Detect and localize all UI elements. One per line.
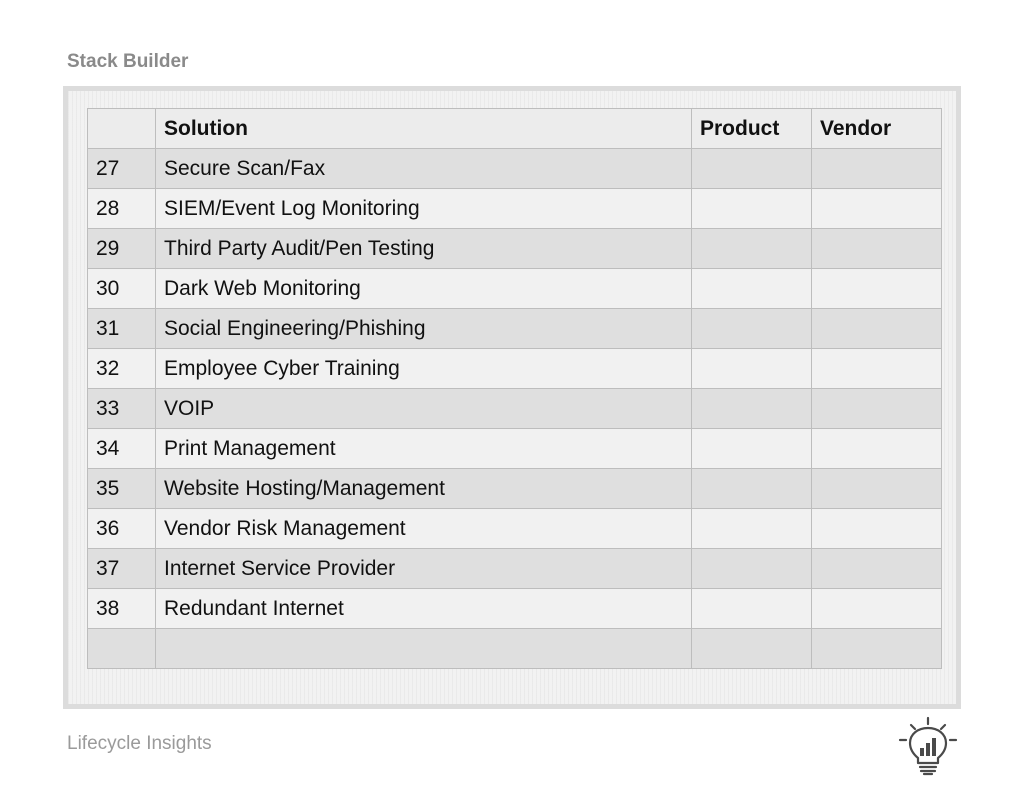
row-number: 38 (87, 588, 156, 629)
table-row: 31 Social Engineering/Phishing (87, 308, 942, 349)
product-cell[interactable] (691, 508, 812, 549)
vendor-cell[interactable] (811, 188, 942, 229)
product-cell[interactable] (691, 228, 812, 269)
vendor-cell[interactable] (811, 428, 942, 469)
vendor-cell[interactable] (811, 548, 942, 589)
table-row: 27 Secure Scan/Fax (87, 148, 942, 189)
footer-brand: Lifecycle Insights (67, 733, 212, 754)
vendor-cell[interactable] (811, 388, 942, 429)
product-cell[interactable] (691, 348, 812, 389)
vendor-cell[interactable] (811, 308, 942, 349)
table-row: 36 Vendor Risk Management (87, 508, 942, 549)
row-number: 33 (87, 388, 156, 429)
row-number: 27 (87, 148, 156, 189)
vendor-cell[interactable] (811, 588, 942, 629)
solution-cell: Website Hosting/Management (155, 468, 692, 509)
column-header-vendor: Vendor (811, 108, 942, 149)
vendor-cell[interactable] (811, 228, 942, 269)
product-cell[interactable] (691, 148, 812, 189)
vendor-cell[interactable] (811, 468, 942, 509)
column-header-number (87, 108, 156, 149)
row-number: 30 (87, 268, 156, 309)
page-title: Stack Builder (67, 51, 189, 72)
solution-cell: Third Party Audit/Pen Testing (155, 228, 692, 269)
solution-cell: Vendor Risk Management (155, 508, 692, 549)
row-number (87, 628, 156, 669)
row-number: 36 (87, 508, 156, 549)
product-cell[interactable] (691, 548, 812, 589)
vendor-cell[interactable] (811, 148, 942, 189)
solution-cell: Dark Web Monitoring (155, 268, 692, 309)
table-header-row: Solution Product Vendor (87, 108, 942, 149)
vendor-cell[interactable] (811, 348, 942, 389)
solution-cell: Employee Cyber Training (155, 348, 692, 389)
product-cell[interactable] (691, 388, 812, 429)
column-header-solution: Solution (155, 108, 692, 149)
stack-table: Solution Product Vendor 27 Secure Scan/F… (87, 108, 942, 669)
table-row (87, 628, 942, 669)
table-row: 32 Employee Cyber Training (87, 348, 942, 389)
lightbulb-chart-icon (898, 716, 958, 776)
product-cell[interactable] (691, 468, 812, 509)
solution-cell: Secure Scan/Fax (155, 148, 692, 189)
product-cell[interactable] (691, 188, 812, 229)
row-number: 28 (87, 188, 156, 229)
table-row: 29 Third Party Audit/Pen Testing (87, 228, 942, 269)
row-number: 32 (87, 348, 156, 389)
row-number: 37 (87, 548, 156, 589)
table-row: 33 VOIP (87, 388, 942, 429)
solution-cell: Redundant Internet (155, 588, 692, 629)
solution-cell: SIEM/Event Log Monitoring (155, 188, 692, 229)
vendor-cell[interactable] (811, 508, 942, 549)
table-row: 37 Internet Service Provider (87, 548, 942, 589)
table-row: 30 Dark Web Monitoring (87, 268, 942, 309)
row-number: 35 (87, 468, 156, 509)
product-cell[interactable] (691, 428, 812, 469)
solution-cell: Social Engineering/Phishing (155, 308, 692, 349)
solution-cell: Internet Service Provider (155, 548, 692, 589)
solution-cell (155, 628, 692, 669)
product-cell[interactable] (691, 588, 812, 629)
product-cell[interactable] (691, 308, 812, 349)
table-row: 38 Redundant Internet (87, 588, 942, 629)
solution-cell: VOIP (155, 388, 692, 429)
product-cell[interactable] (691, 628, 812, 669)
solution-cell: Print Management (155, 428, 692, 469)
table-row: 28 SIEM/Event Log Monitoring (87, 188, 942, 229)
vendor-cell[interactable] (811, 628, 942, 669)
row-number: 34 (87, 428, 156, 469)
table-row: 34 Print Management (87, 428, 942, 469)
vendor-cell[interactable] (811, 268, 942, 309)
product-cell[interactable] (691, 268, 812, 309)
column-header-product: Product (691, 108, 812, 149)
table-row: 35 Website Hosting/Management (87, 468, 942, 509)
row-number: 31 (87, 308, 156, 349)
row-number: 29 (87, 228, 156, 269)
